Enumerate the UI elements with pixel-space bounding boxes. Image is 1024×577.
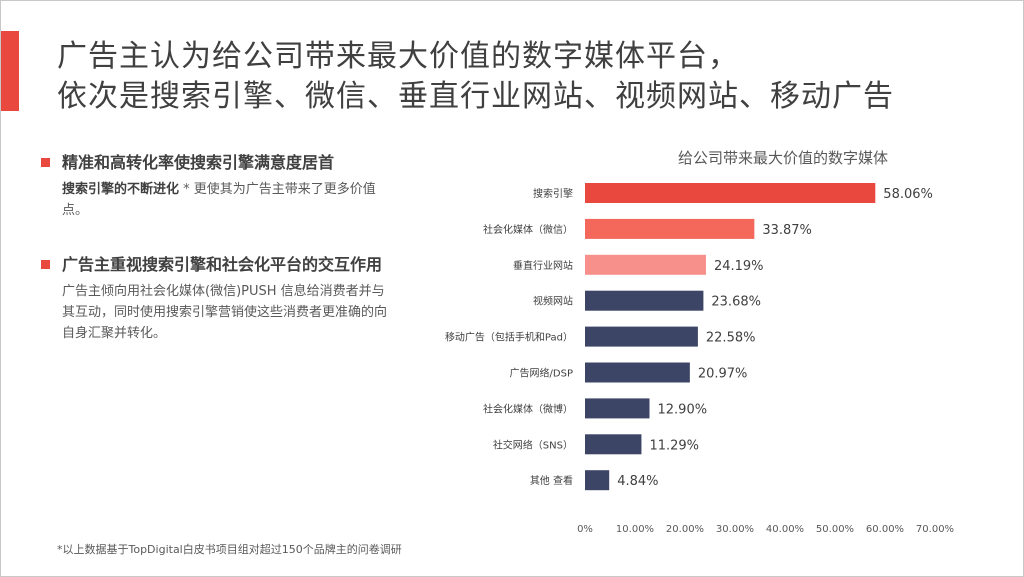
value-label: 11.29% <box>649 438 699 453</box>
bullet-text: 广告主倾向用社会化媒体(微信)PUSH 信息给消费者并与其互动，同时使用搜索引擎… <box>62 284 388 341</box>
bullet-square-icon <box>41 158 50 167</box>
bar-3 <box>585 254 706 275</box>
bar-7 <box>585 398 650 419</box>
bullet-body: 搜索引擎的不断进化 * 更使其为广告主带来了更多价值点。 <box>62 179 391 221</box>
category-label: 社会化媒体（微博） <box>483 402 573 415</box>
x-tick-label: 10.00% <box>616 524 654 535</box>
x-tick-label: 0% <box>577 524 593 535</box>
bullet-point-1: 精准和高转化率使搜索引擎满意度居首 搜索引擎的不断进化 * 更使其为广告主带来了… <box>41 151 391 221</box>
x-tick-label: 50.00% <box>816 524 854 535</box>
value-label: 12.90% <box>658 402 708 417</box>
bullet-emphasis: 搜索引擎的不断进化 <box>62 182 180 197</box>
category-label: 社会化媒体（微信） <box>483 223 573 236</box>
value-label: 20.97% <box>698 367 748 382</box>
bullet-heading: 精准和高转化率使搜索引擎满意度居首 <box>62 153 335 172</box>
x-tick-label: 20.00% <box>666 524 704 535</box>
footnote: *以上数据基于TopDigital白皮书项目组对超过150个品牌主的问卷调研 <box>57 543 402 556</box>
bar-4 <box>585 290 704 311</box>
bar-5 <box>585 326 698 347</box>
bar-9 <box>585 470 610 491</box>
value-label: 33.87% <box>762 223 812 238</box>
bullet-square-icon <box>41 260 50 269</box>
title-accent-bar <box>1 31 19 111</box>
bar-1 <box>585 183 876 203</box>
value-label: 22.58% <box>706 331 756 346</box>
value-label: 58.06% <box>883 187 933 202</box>
category-label: 垂直行业网站 <box>513 259 573 272</box>
bullet-text: * 更使其为广告主带来了更多价值点。 <box>62 182 376 218</box>
category-label: 搜索引擎 <box>533 187 573 200</box>
value-label: 4.84% <box>617 474 658 489</box>
value-label: 24.19% <box>714 259 764 274</box>
category-label: 广告网络/DSP <box>510 367 573 380</box>
category-label: 移动广告（包括手机和Pad） <box>445 331 573 344</box>
x-tick-label: 30.00% <box>716 524 754 535</box>
bullet-heading: 广告主重视搜索引擎和社会化平台的交互作用 <box>62 255 383 274</box>
page-title-line-1: 广告主认为给公司带来最大价值的数字媒体平台， <box>57 39 739 74</box>
bullet-body: 广告主倾向用社会化媒体(微信)PUSH 信息给消费者并与其互动，同时使用搜索引擎… <box>62 281 391 344</box>
chart-title: 给公司带来最大价值的数字媒体 <box>678 149 888 167</box>
bar-8 <box>585 434 642 455</box>
x-tick-label: 70.00% <box>916 524 954 535</box>
x-tick-label: 40.00% <box>766 524 804 535</box>
bullet-point-2: 广告主重视搜索引擎和社会化平台的交互作用 广告主倾向用社会化媒体(微信)PUSH… <box>41 253 391 344</box>
category-label: 其他 查看 <box>530 474 573 487</box>
bar-6 <box>585 362 690 383</box>
bar-2 <box>585 218 755 239</box>
value-label: 23.68% <box>711 295 761 310</box>
x-tick-label: 60.00% <box>866 524 904 535</box>
page-title-line-2: 依次是搜索引擎、微信、垂直行业网站、视频网站、移动广告 <box>57 79 894 114</box>
category-label: 社交网络（SNS） <box>493 438 573 451</box>
category-label: 视频网站 <box>533 295 573 308</box>
